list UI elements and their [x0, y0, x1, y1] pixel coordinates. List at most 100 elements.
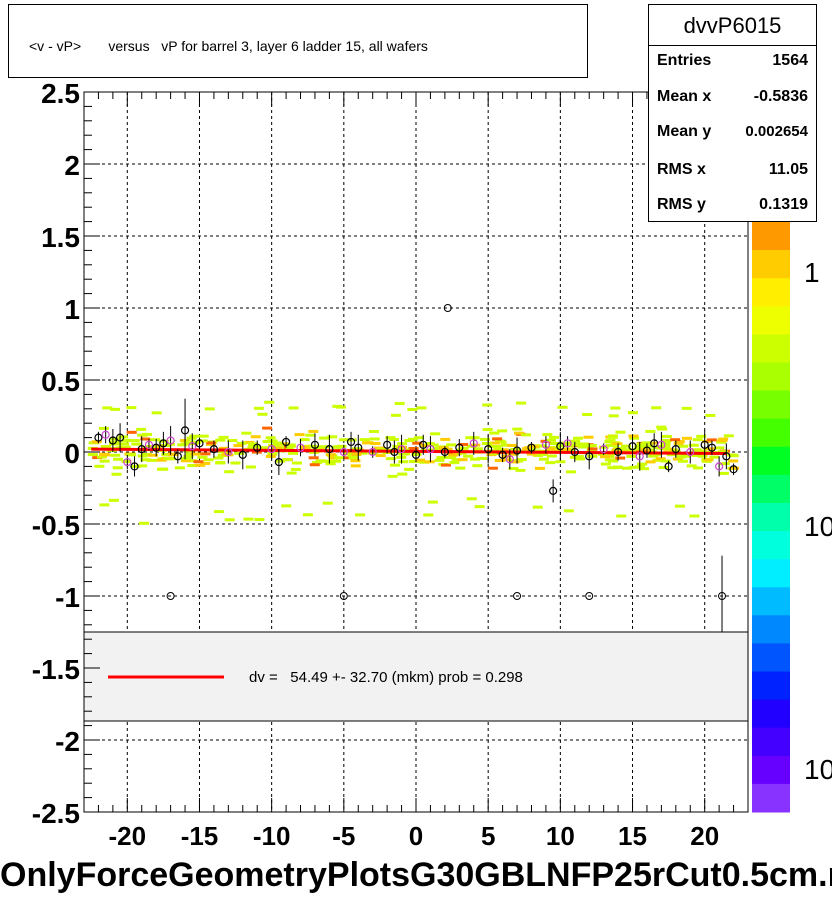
density-cell [198, 434, 209, 438]
density-cell [346, 438, 357, 442]
density-cell [628, 434, 639, 438]
density-cell [299, 438, 310, 442]
density-cell [254, 518, 265, 522]
y-tick-label: 0 [64, 438, 80, 469]
density-cell [545, 447, 556, 451]
density-cell [546, 438, 557, 442]
profile-point [368, 447, 377, 457]
colorbar-segment [752, 699, 790, 729]
density-cell [119, 442, 130, 446]
title-box: <v - vP> versus vP for barrel 3, layer 6… [8, 4, 588, 78]
stats-histogram-name: dvvP6015 [683, 13, 782, 38]
profile-point [613, 447, 623, 457]
density-cell [302, 513, 313, 517]
x-tick-label: -5 [332, 821, 355, 851]
density-cell [408, 446, 419, 450]
colorbar-segment [752, 334, 790, 363]
density-cell [185, 440, 196, 444]
density-cell [203, 458, 214, 462]
density-cell [692, 438, 703, 442]
density-cell [325, 462, 336, 466]
fit-line [91, 447, 727, 455]
density-cell [532, 505, 543, 509]
colorbar-segment [752, 250, 790, 279]
stats-row-entries: Entries 1564 [657, 52, 808, 76]
density-cell [288, 451, 299, 455]
y-tick-label: 2 [64, 150, 80, 181]
density-cell [375, 454, 386, 458]
density-cell [187, 464, 198, 468]
colorbar-label: 1 [804, 257, 820, 288]
density-cell [288, 406, 299, 410]
density-cell [350, 464, 361, 468]
profile-point [346, 437, 356, 447]
density-cell [507, 443, 518, 447]
density-cell [126, 453, 137, 457]
x-tick-label: 15 [618, 821, 647, 851]
colorbar-label: 10 [804, 754, 832, 785]
profile-point [123, 457, 132, 467]
density-cell [309, 450, 320, 454]
density-cell [507, 452, 518, 456]
density-cell [218, 450, 229, 454]
profile-point [700, 440, 709, 449]
colorbar-segment [752, 306, 790, 335]
density-cell [689, 514, 700, 518]
density-cell [126, 406, 137, 410]
x-tick-label: -20 [109, 821, 147, 851]
density-cell [489, 431, 500, 435]
density-cell [243, 517, 254, 521]
outlier-point [339, 592, 348, 600]
density-cell [657, 427, 668, 431]
x-tick-label: -10 [253, 821, 291, 851]
profile-point [686, 447, 695, 457]
y-tick-label: 1 [64, 294, 80, 325]
density-cell [714, 446, 725, 450]
density-cell [91, 440, 102, 444]
density-cell [213, 510, 224, 514]
density-cell [311, 461, 322, 465]
density-cell [729, 466, 740, 470]
density-cell [661, 439, 672, 443]
stats-value: 0.1319 [759, 196, 808, 213]
density-cell [278, 442, 289, 446]
density-cell [616, 514, 627, 518]
density-cell [145, 445, 156, 449]
profile-point [549, 486, 558, 495]
density-cell [308, 456, 319, 460]
density-cell [492, 437, 503, 441]
density-cell [472, 464, 483, 468]
density-cell [414, 436, 425, 440]
colorbar-segment [752, 502, 790, 532]
profile-point [296, 443, 305, 452]
density-cell [696, 449, 707, 453]
profile-point [664, 462, 673, 471]
density-cell [224, 518, 235, 522]
density-cell [510, 447, 521, 451]
density-cell [718, 437, 729, 441]
x-tick-label: 0 [409, 821, 423, 851]
density-cell [656, 425, 667, 429]
density-cell [100, 453, 111, 457]
density-cell [322, 501, 333, 505]
density-cell [686, 464, 697, 468]
profile-point [166, 436, 175, 445]
density-cell [717, 450, 728, 454]
outlier-point [585, 592, 594, 600]
density-cell [639, 448, 650, 452]
x-tick-label: 20 [690, 821, 719, 851]
density-cell [697, 454, 708, 458]
density-cell [706, 438, 717, 442]
density-cell [575, 457, 586, 461]
density-cell [600, 455, 611, 459]
density-cell [526, 452, 537, 456]
colorbar-segment [752, 559, 790, 588]
profile-point [152, 443, 161, 452]
density-cell [387, 474, 398, 478]
density-cell [120, 445, 131, 449]
stats-box: dvvP6015 Entries 1564 Mean x -0.5836 Mea… [648, 4, 817, 222]
legend: dv = 54.49 +- 32.70 (mkm) prob = 0.298 [83, 631, 749, 722]
profile-point [390, 447, 399, 457]
density-cell [647, 441, 658, 445]
density-cell [424, 460, 435, 464]
